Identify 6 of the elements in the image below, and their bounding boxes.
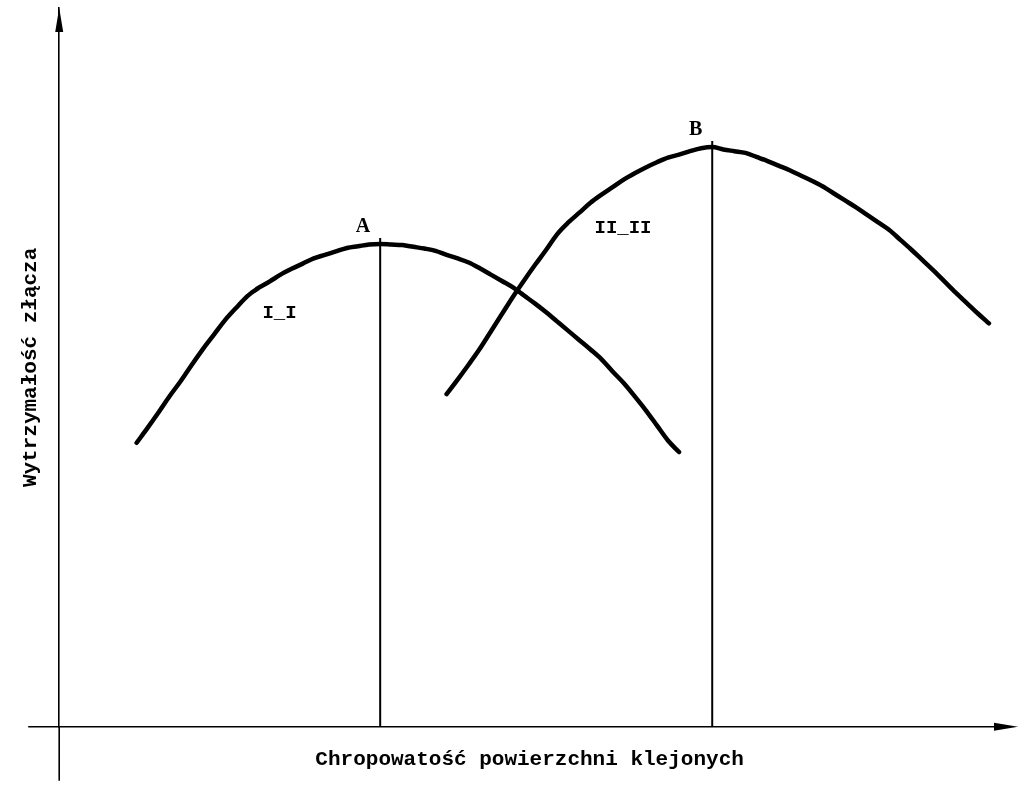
text: B <box>688 117 703 140</box>
y-axis-title: Wytrzymałość złącza <box>18 247 42 488</box>
series-label: II_II <box>594 217 652 240</box>
series-label: I_I <box>262 302 297 325</box>
annotation: A <box>355 213 371 236</box>
x-axis-title: Chropowatość powierzchni klejonych <box>315 747 744 771</box>
